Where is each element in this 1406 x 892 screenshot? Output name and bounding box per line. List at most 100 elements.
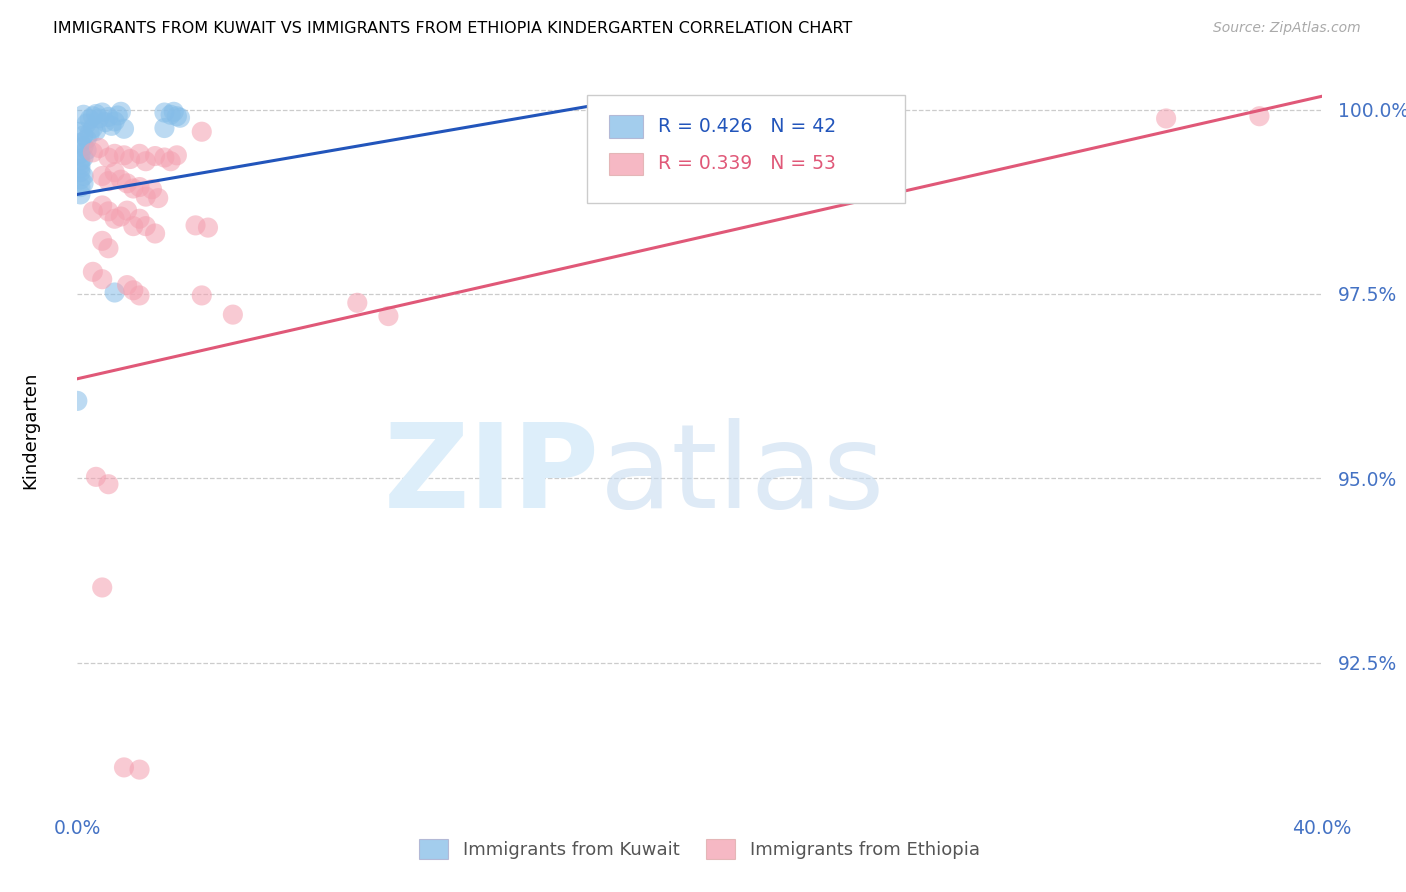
Point xyxy=(82,145,104,160)
Point xyxy=(135,189,157,203)
Point xyxy=(69,161,91,176)
Point xyxy=(1154,112,1177,126)
Point xyxy=(120,152,142,166)
Point xyxy=(191,288,214,302)
Point xyxy=(112,148,135,162)
Point xyxy=(69,125,91,139)
Point xyxy=(128,146,150,161)
Point xyxy=(115,278,138,293)
Point xyxy=(91,105,114,120)
Point xyxy=(76,143,98,157)
Point xyxy=(104,146,127,161)
Point xyxy=(184,219,207,233)
Point xyxy=(100,119,122,133)
Legend: Immigrants from Kuwait, Immigrants from Ethiopia: Immigrants from Kuwait, Immigrants from … xyxy=(413,834,986,864)
Point xyxy=(97,151,120,165)
FancyBboxPatch shape xyxy=(588,95,905,203)
Point xyxy=(346,295,368,310)
Point xyxy=(197,220,219,235)
Point xyxy=(128,763,150,777)
Point xyxy=(163,104,186,119)
Point xyxy=(69,136,91,150)
Point xyxy=(87,112,110,126)
Point xyxy=(97,204,120,219)
Point xyxy=(69,165,91,179)
Point xyxy=(66,393,89,408)
Text: IMMIGRANTS FROM KUWAIT VS IMMIGRANTS FROM ETHIOPIA KINDERGARTEN CORRELATION CHAR: IMMIGRANTS FROM KUWAIT VS IMMIGRANTS FRO… xyxy=(53,21,852,37)
Point xyxy=(169,111,191,125)
Point xyxy=(104,114,127,128)
Point xyxy=(166,148,188,162)
Point xyxy=(72,128,94,143)
Point xyxy=(82,109,104,123)
Point xyxy=(79,112,101,127)
Point xyxy=(69,146,91,161)
Point xyxy=(72,151,94,165)
Point xyxy=(69,187,91,202)
Point xyxy=(222,308,245,322)
Point xyxy=(159,154,181,169)
Point xyxy=(84,470,107,484)
Point xyxy=(104,285,127,300)
Point xyxy=(112,121,135,136)
Point xyxy=(153,121,176,136)
Point xyxy=(91,272,114,286)
Point xyxy=(377,309,399,323)
Point xyxy=(104,211,127,226)
Point xyxy=(122,181,145,195)
Point xyxy=(104,165,127,179)
Point xyxy=(87,141,110,155)
Text: Kindergarten: Kindergarten xyxy=(21,372,39,489)
Point xyxy=(69,154,91,169)
Bar xyxy=(609,115,644,137)
Point xyxy=(122,283,145,297)
Point xyxy=(91,234,114,248)
Point xyxy=(91,198,114,212)
Point xyxy=(72,177,94,191)
Point xyxy=(97,110,120,124)
Point xyxy=(82,121,104,136)
Point xyxy=(128,180,150,194)
Point xyxy=(153,105,176,120)
Point xyxy=(128,211,150,226)
Point xyxy=(153,151,176,165)
Point xyxy=(91,169,114,183)
Point xyxy=(94,115,117,129)
Point xyxy=(135,219,157,233)
Point xyxy=(110,172,132,186)
Point xyxy=(107,108,129,122)
Point xyxy=(112,760,135,774)
Point xyxy=(148,191,170,205)
Point xyxy=(91,581,114,595)
Point xyxy=(79,126,101,140)
Point xyxy=(69,158,91,172)
Point xyxy=(84,107,107,121)
Text: Source: ZipAtlas.com: Source: ZipAtlas.com xyxy=(1213,21,1361,36)
Point xyxy=(76,117,98,131)
Text: ZIP: ZIP xyxy=(384,417,600,533)
Text: R = 0.426   N = 42: R = 0.426 N = 42 xyxy=(658,117,837,136)
Point xyxy=(69,172,91,186)
Point xyxy=(143,227,166,241)
Point xyxy=(110,104,132,119)
Point xyxy=(82,204,104,219)
Point xyxy=(97,477,120,491)
Point xyxy=(122,219,145,233)
Point xyxy=(143,149,166,163)
Point xyxy=(1249,109,1271,123)
Point xyxy=(76,132,98,146)
Text: atlas: atlas xyxy=(600,417,886,533)
Point xyxy=(115,177,138,191)
Point xyxy=(166,109,188,123)
Point xyxy=(72,169,94,183)
Point xyxy=(72,139,94,153)
Point xyxy=(84,124,107,138)
Point xyxy=(141,182,163,196)
Point xyxy=(128,288,150,302)
Point xyxy=(115,203,138,218)
Point xyxy=(69,180,91,194)
Point xyxy=(159,108,181,122)
Point xyxy=(72,108,94,122)
Point xyxy=(135,154,157,169)
Point xyxy=(191,125,214,139)
